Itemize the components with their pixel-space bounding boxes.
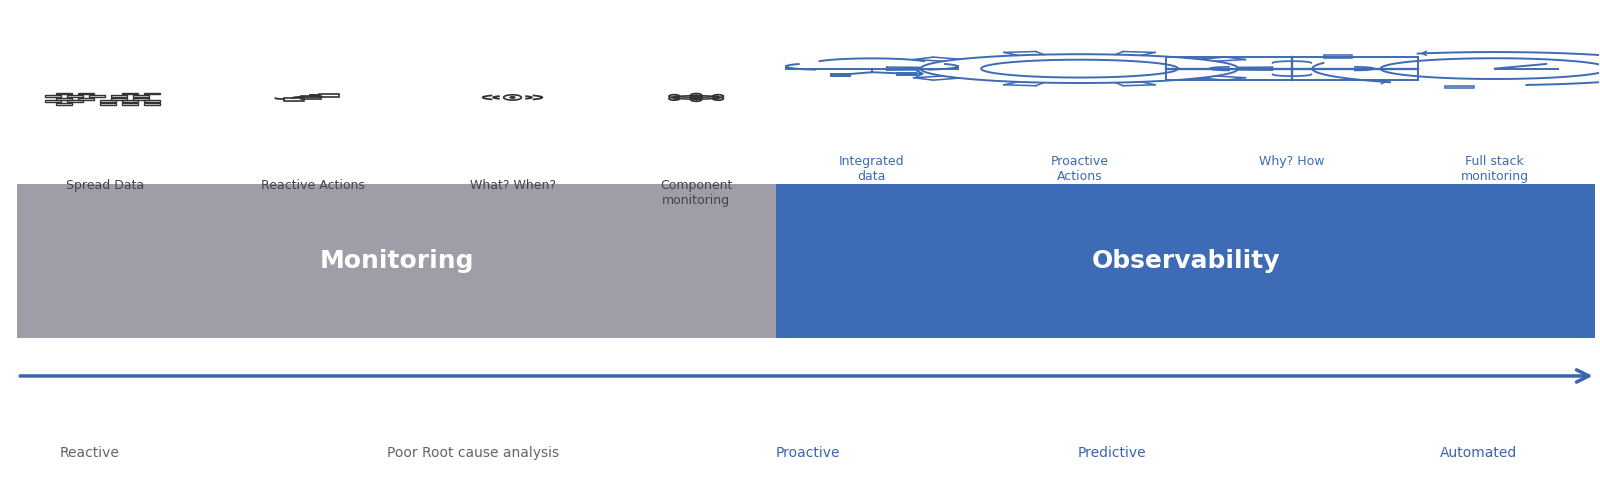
Bar bbox=[67, 95, 83, 97]
Text: What? When?: What? When? bbox=[469, 179, 555, 192]
Bar bbox=[45, 95, 61, 97]
Bar bbox=[144, 93, 160, 95]
Bar bbox=[830, 74, 850, 76]
Bar bbox=[122, 100, 138, 102]
Bar bbox=[1166, 69, 1291, 80]
Circle shape bbox=[510, 97, 515, 98]
Bar bbox=[110, 95, 126, 97]
Text: Full stack
monitoring: Full stack monitoring bbox=[1461, 155, 1530, 183]
Bar bbox=[18, 184, 776, 338]
Text: Component
monitoring: Component monitoring bbox=[659, 179, 733, 207]
Bar bbox=[56, 103, 72, 105]
Bar bbox=[133, 98, 149, 99]
Bar bbox=[110, 98, 126, 99]
Text: Reactive Actions: Reactive Actions bbox=[261, 179, 365, 192]
Text: Poor Root cause analysis: Poor Root cause analysis bbox=[387, 446, 558, 460]
Text: Predictive: Predictive bbox=[1077, 446, 1146, 460]
Bar bbox=[776, 184, 1595, 338]
Text: Why? How: Why? How bbox=[1259, 155, 1325, 168]
Text: Spread Data: Spread Data bbox=[66, 179, 144, 192]
Bar bbox=[1291, 69, 1418, 80]
Bar bbox=[45, 100, 61, 102]
Text: Monitoring: Monitoring bbox=[320, 249, 474, 273]
Text: Automated: Automated bbox=[1440, 446, 1517, 460]
Text: Proactive: Proactive bbox=[776, 446, 840, 460]
Bar bbox=[99, 103, 115, 105]
Bar bbox=[285, 98, 304, 101]
Bar bbox=[122, 93, 138, 95]
Bar bbox=[88, 95, 106, 97]
Bar bbox=[301, 96, 322, 99]
Bar bbox=[1445, 85, 1474, 88]
Text: Observability: Observability bbox=[1091, 249, 1280, 273]
Bar bbox=[1291, 57, 1418, 69]
Bar bbox=[56, 98, 72, 99]
Bar bbox=[144, 100, 160, 102]
Bar bbox=[1166, 57, 1291, 69]
Text: Proactive
Actions: Proactive Actions bbox=[1051, 155, 1109, 183]
Bar bbox=[144, 103, 160, 105]
Bar bbox=[56, 93, 72, 95]
Bar bbox=[99, 100, 115, 102]
Bar bbox=[1323, 56, 1352, 58]
Text: Reactive: Reactive bbox=[59, 446, 118, 460]
Bar bbox=[122, 103, 138, 105]
Bar bbox=[318, 94, 339, 97]
Text: Integrated
data: Integrated data bbox=[838, 155, 904, 183]
Bar bbox=[898, 73, 917, 74]
Bar bbox=[78, 98, 94, 99]
Bar bbox=[133, 95, 149, 97]
Bar bbox=[67, 100, 83, 102]
Bar bbox=[78, 93, 94, 95]
